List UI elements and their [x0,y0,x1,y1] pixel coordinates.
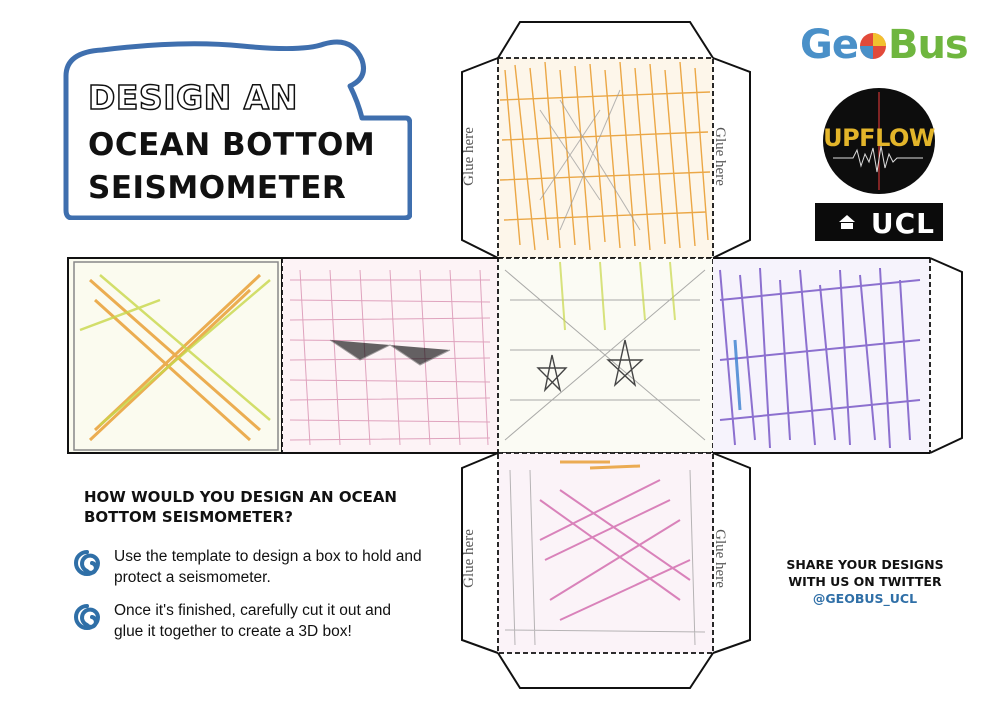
title-line-1: DESIGN AN [87,77,298,118]
ucl-logo: UCL [815,203,943,241]
upflow-logo: UPFLOW [823,88,935,194]
right-face [713,257,931,454]
geobus-logo-bus: Bus [887,22,969,68]
top-face [497,57,714,259]
glue-label-bottom-right: Glue here [711,529,728,588]
ucl-logo-text: UCL [870,207,935,240]
title-line-3: SEISMOMETER [88,170,347,206]
swirl-icon [74,604,101,630]
twitter-handle[interactable]: @GEOBUS_UCL [812,591,918,606]
title-badge: DESIGN AN OCEAN BOTTOM SEISMOMETER [62,38,413,221]
portico-icon [839,215,855,229]
share-block: SHARE YOUR DESIGNS WITH US ON TWITTER @G… [770,556,960,607]
share-line-2: WITH US ON TWITTER [788,574,942,589]
step-1 [74,550,101,581]
glue-label-bottom-left: Glue here [460,529,477,588]
seismic-trace-icon [833,92,923,190]
left-face [67,257,283,454]
step-2-text: Once it's finished, carefully cut it out… [114,602,391,640]
geobus-logo-geo: Ge [800,22,859,68]
front-face [497,257,714,454]
step-1-text: Use the template to design a box to hold… [114,548,422,586]
share-line-1: SHARE YOUR DESIGNS [786,557,944,572]
title-line-2: OCEAN BOTTOM [88,127,376,163]
globe-icon [859,33,886,59]
swirl-icon [74,550,101,576]
bottom-face [497,452,714,654]
wave-frame [63,39,413,221]
question-heading: HOW WOULD YOU DESIGN AN OCEAN BOTTOM SEI… [84,488,397,526]
glue-label-top-right: Glue here [711,127,728,186]
back-face [281,257,498,454]
step-2 [74,604,101,635]
upflow-logo-text: UPFLOW [823,124,935,152]
geobus-logo: Ge Bus [800,22,969,68]
glue-label-top-left: Glue here [460,127,477,186]
